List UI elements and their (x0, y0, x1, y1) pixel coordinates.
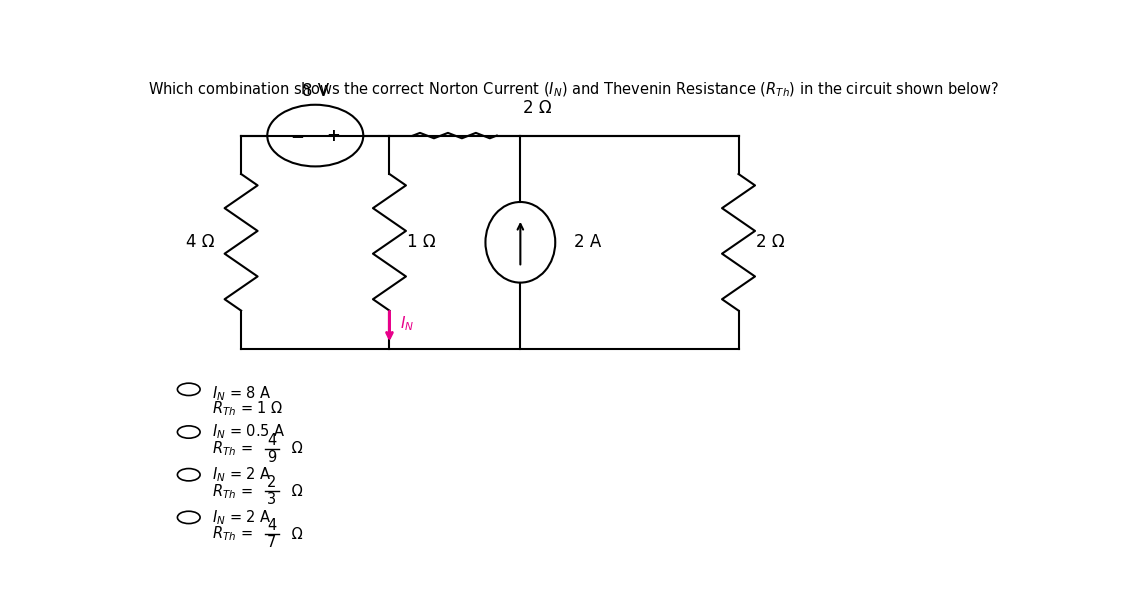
Text: $R_{Th}$ = 1 Ω: $R_{Th}$ = 1 Ω (213, 399, 284, 418)
Text: $I_N$: $I_N$ (400, 315, 414, 333)
Text: 2 Ω: 2 Ω (524, 99, 552, 116)
Text: $I_N$ = 2 A: $I_N$ = 2 A (213, 508, 272, 527)
Text: 2: 2 (267, 476, 276, 490)
Text: 7: 7 (267, 535, 276, 550)
Text: 3: 3 (267, 492, 276, 508)
Text: +: + (327, 126, 340, 145)
Text: 9: 9 (267, 450, 276, 464)
Text: Ω: Ω (287, 484, 303, 499)
Text: $I_N$ = 8 A: $I_N$ = 8 A (213, 385, 272, 403)
Text: Which combination shows the correct Norton Current ($I_N$) and Thevenin Resistan: Which combination shows the correct Nort… (148, 81, 999, 99)
Text: 8 V: 8 V (302, 82, 329, 100)
Text: 2 A: 2 A (574, 233, 601, 251)
Text: 4: 4 (267, 518, 276, 533)
Text: 4 Ω: 4 Ω (187, 233, 215, 251)
Text: $R_{Th}$ =: $R_{Th}$ = (213, 439, 254, 458)
Text: 2 Ω: 2 Ω (756, 233, 785, 251)
Text: $I_N$ = 0.5 A: $I_N$ = 0.5 A (213, 423, 286, 442)
Text: $R_{Th}$ =: $R_{Th}$ = (213, 482, 254, 501)
Text: $R_{Th}$ =: $R_{Th}$ = (213, 525, 254, 543)
Text: Ω: Ω (287, 527, 303, 541)
Text: 4: 4 (267, 432, 276, 448)
Text: Ω: Ω (287, 441, 303, 456)
Text: $I_N$ = 2 A: $I_N$ = 2 A (213, 465, 272, 484)
Text: −: − (291, 126, 304, 145)
Text: 1 Ω: 1 Ω (406, 233, 436, 251)
